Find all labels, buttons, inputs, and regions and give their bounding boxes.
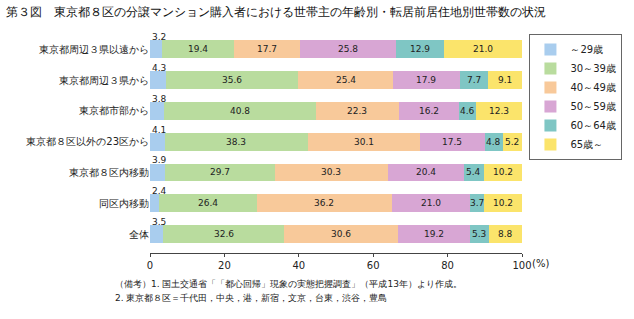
svg-text:25.4: 25.4 <box>336 75 356 85</box>
svg-text:4.6: 4.6 <box>460 106 475 116</box>
svg-text:32.6: 32.6 <box>214 229 234 239</box>
svg-text:65歳～: 65歳～ <box>570 139 603 150</box>
svg-text:東京都周辺３県以遠から: 東京都周辺３県以遠から <box>39 44 149 55</box>
svg-text:12.9: 12.9 <box>410 44 430 54</box>
svg-text:38.3: 38.3 <box>226 137 246 147</box>
svg-text:60～64歳: 60～64歳 <box>570 120 615 131</box>
svg-text:25.8: 25.8 <box>338 44 358 54</box>
svg-text:2. 東京都８区＝千代田，中央，港，新宿，文京，台東，渋谷，: 2. 東京都８区＝千代田，中央，港，新宿，文京，台東，渋谷，豊島 <box>115 293 387 303</box>
svg-text:40: 40 <box>292 260 305 271</box>
svg-text:30.3: 30.3 <box>321 167 341 177</box>
svg-text:東京都市部から: 東京都市部から <box>79 105 149 116</box>
svg-text:20.4: 20.4 <box>416 167 436 177</box>
svg-text:35.6: 35.6 <box>222 75 242 85</box>
svg-text:40.8: 40.8 <box>230 106 250 116</box>
svg-text:80: 80 <box>441 260 454 271</box>
svg-text:17.7: 17.7 <box>257 44 277 54</box>
svg-text:17.5: 17.5 <box>442 137 462 147</box>
svg-text:7.7: 7.7 <box>467 75 481 85</box>
svg-text:東京都８区内移動: 東京都８区内移動 <box>69 167 149 178</box>
svg-text:60: 60 <box>367 260 380 271</box>
svg-text:3.9: 3.9 <box>152 155 167 165</box>
svg-text:4.8: 4.8 <box>486 137 501 147</box>
svg-text:36.2: 36.2 <box>314 198 334 208</box>
svg-text:5.3: 5.3 <box>472 229 486 239</box>
svg-text:4.1: 4.1 <box>152 125 166 135</box>
svg-text:東京都周辺３県から: 東京都周辺３県から <box>59 75 149 86</box>
svg-text:26.4: 26.4 <box>198 198 218 208</box>
svg-text:5.4: 5.4 <box>466 167 481 177</box>
svg-text:30.1: 30.1 <box>354 137 374 147</box>
svg-text:40～49歳: 40～49歳 <box>570 82 615 93</box>
svg-text:21.0: 21.0 <box>421 198 441 208</box>
svg-text:21.0: 21.0 <box>473 44 493 54</box>
svg-text:3.5: 3.5 <box>152 217 166 227</box>
svg-text:0: 0 <box>147 260 153 271</box>
svg-text:3.7: 3.7 <box>470 198 484 208</box>
svg-text:4.3: 4.3 <box>152 63 166 73</box>
svg-text:19.2: 19.2 <box>424 229 444 239</box>
svg-text:50～59歳: 50～59歳 <box>570 101 615 112</box>
svg-text:5.2: 5.2 <box>505 137 519 147</box>
svg-text:12.3: 12.3 <box>489 106 509 116</box>
svg-text:3.2: 3.2 <box>152 32 166 42</box>
svg-text:29.7: 29.7 <box>210 167 230 177</box>
svg-text:22.3: 22.3 <box>347 106 367 116</box>
svg-text:2.4: 2.4 <box>152 186 167 196</box>
svg-text:同区内移動: 同区内移動 <box>99 198 149 209</box>
svg-text:20: 20 <box>218 260 231 271</box>
svg-text:9.1: 9.1 <box>498 75 512 85</box>
svg-text:17.9: 17.9 <box>416 75 436 85</box>
svg-text:(%): (%) <box>532 258 549 269</box>
svg-text:30～39歳: 30～39歳 <box>570 63 615 74</box>
svg-text:～29歳: ～29歳 <box>570 44 603 55</box>
svg-text:19.4: 19.4 <box>188 44 208 54</box>
svg-text:全体: 全体 <box>129 229 149 240</box>
svg-text:東京都８区以外の23区から: 東京都８区以外の23区から <box>26 136 149 147</box>
svg-text:（備考）1. 国土交通省「「都心回帰」現象の実態把握調査」（: （備考）1. 国土交通省「「都心回帰」現象の実態把握調査」（平成13年）より作成… <box>115 279 462 289</box>
svg-text:10.2: 10.2 <box>493 198 513 208</box>
svg-text:8.8: 8.8 <box>498 229 513 239</box>
svg-text:10.2: 10.2 <box>493 167 513 177</box>
svg-text:30.6: 30.6 <box>331 229 351 239</box>
svg-text:第３図 東京都８区の分譲マンション購入者における世帯主の年齢: 第３図 東京都８区の分譲マンション購入者における世帯主の年齢別・転居前居住地別世… <box>6 5 546 19</box>
svg-text:3.8: 3.8 <box>152 94 167 104</box>
svg-text:16.2: 16.2 <box>419 106 439 116</box>
svg-text:100: 100 <box>512 260 531 271</box>
